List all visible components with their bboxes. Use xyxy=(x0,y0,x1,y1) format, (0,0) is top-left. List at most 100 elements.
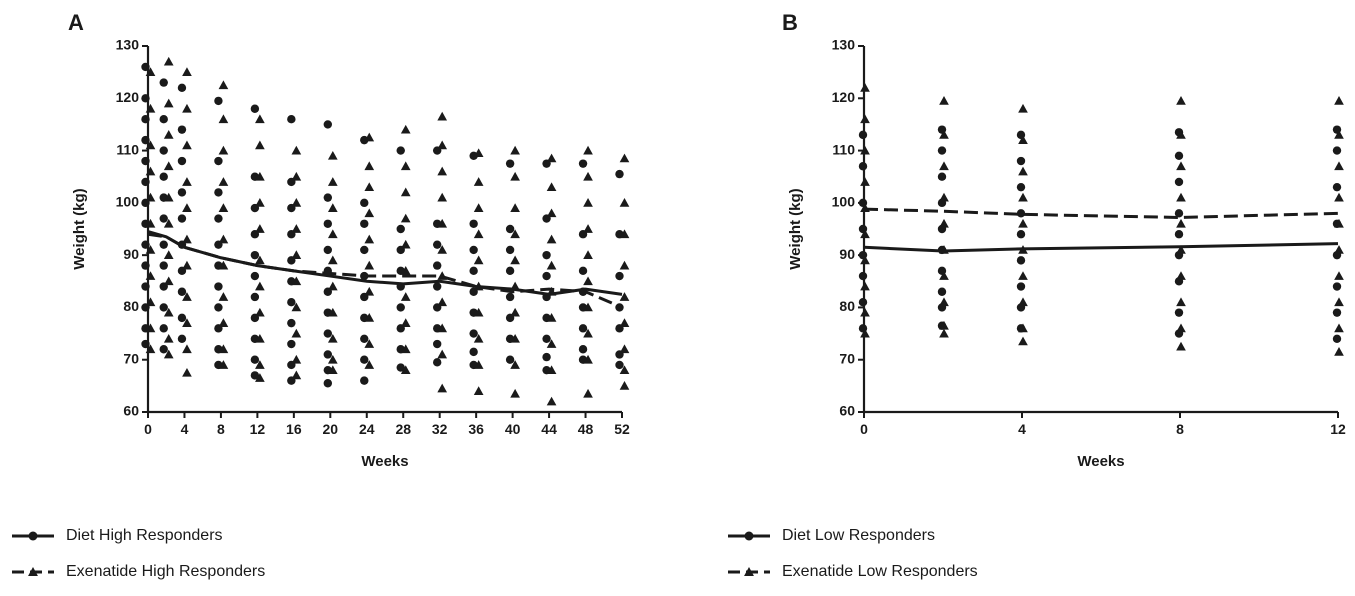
data-point-triangle xyxy=(400,213,411,223)
data-point-circle xyxy=(505,266,515,276)
data-point-circle xyxy=(177,125,187,134)
y-tick-label: 70 xyxy=(839,350,855,366)
data-point-triangle xyxy=(163,218,174,228)
data-point-triangle xyxy=(364,182,375,192)
y-tick-label: 100 xyxy=(116,194,140,210)
data-point-triangle xyxy=(939,218,949,228)
data-point-triangle xyxy=(364,132,375,142)
data-point-triangle xyxy=(437,297,448,307)
data-point-triangle xyxy=(255,198,265,207)
data-point-triangle xyxy=(145,140,156,150)
data-point-triangle xyxy=(163,250,174,260)
data-point-triangle xyxy=(473,177,484,186)
data-point-triangle xyxy=(1018,323,1028,333)
data-point-triangle xyxy=(145,192,156,202)
data-point-circle xyxy=(542,271,551,281)
data-point-circle xyxy=(578,345,588,354)
y-tick-label: 60 xyxy=(123,403,139,419)
data-point-triangle xyxy=(163,56,174,66)
data-point-triangle xyxy=(291,250,302,260)
data-point-circle xyxy=(159,303,168,312)
data-point-circle xyxy=(250,371,260,380)
data-point-triangle xyxy=(163,307,174,317)
data-point-triangle xyxy=(400,161,411,171)
data-point-triangle xyxy=(437,111,448,121)
data-point-circle xyxy=(159,240,168,249)
data-point-circle xyxy=(323,329,333,338)
data-point-triangle xyxy=(400,365,411,375)
data-point-circle xyxy=(250,355,260,364)
data-point-triangle xyxy=(583,224,593,233)
data-point-triangle xyxy=(1176,161,1186,171)
data-point-triangle xyxy=(510,360,520,369)
data-point-triangle xyxy=(473,203,484,212)
data-point-triangle xyxy=(364,234,375,244)
data-point-circle xyxy=(177,83,187,93)
data-point-triangle xyxy=(1176,192,1186,202)
data-point-triangle xyxy=(145,67,156,77)
data-point-triangle xyxy=(145,323,156,333)
data-point-circle xyxy=(396,146,405,155)
data-point-circle xyxy=(360,376,369,385)
data-point-circle xyxy=(937,172,947,181)
data-point-circle xyxy=(469,329,478,338)
data-point-circle xyxy=(469,245,478,255)
data-point-circle xyxy=(287,298,296,307)
data-point-circle xyxy=(432,282,442,291)
x-tick-label: 12 xyxy=(250,421,266,437)
data-point-triangle xyxy=(583,354,593,364)
data-point-triangle xyxy=(619,260,630,270)
y-tick-label: 120 xyxy=(116,89,140,105)
data-point-triangle xyxy=(400,124,411,134)
data-point-triangle xyxy=(437,323,448,333)
data-point-triangle xyxy=(327,307,338,317)
data-point-triangle xyxy=(182,367,192,377)
data-point-triangle xyxy=(860,114,870,124)
data-point-triangle xyxy=(182,234,192,244)
data-point-circle xyxy=(159,146,168,155)
x-tick-label: 52 xyxy=(614,421,630,437)
data-point-circle xyxy=(250,271,260,281)
data-point-circle xyxy=(214,156,223,166)
data-point-triangle xyxy=(255,255,265,265)
data-point-triangle xyxy=(939,271,949,280)
data-point-triangle xyxy=(364,260,375,270)
data-point-triangle xyxy=(619,344,630,354)
data-point-circle xyxy=(1174,209,1184,218)
data-point-triangle xyxy=(1018,192,1028,202)
data-point-circle xyxy=(1332,182,1342,192)
x-tick-label: 20 xyxy=(323,421,339,437)
data-point-triangle xyxy=(400,318,411,327)
legend-swatch-marker xyxy=(744,531,754,541)
data-point-circle xyxy=(858,271,868,281)
data-point-triangle xyxy=(400,265,411,275)
data-point-circle xyxy=(323,193,333,202)
y-tick-label: 120 xyxy=(832,89,856,105)
data-point-circle xyxy=(469,266,478,276)
data-point-triangle xyxy=(327,281,338,291)
data-point-triangle xyxy=(1176,245,1186,254)
data-point-triangle xyxy=(400,239,411,249)
data-point-triangle xyxy=(218,360,229,369)
data-point-triangle xyxy=(1176,96,1186,105)
data-point-circle xyxy=(141,261,150,270)
data-point-triangle xyxy=(400,187,411,197)
y-axis-title: Weight (kg) xyxy=(71,188,88,269)
data-point-triangle xyxy=(218,177,229,186)
mean-line-dashed xyxy=(863,207,1339,219)
data-point-circle xyxy=(615,360,624,370)
data-point-triangle xyxy=(327,150,338,160)
data-point-triangle xyxy=(163,130,174,139)
data-point-triangle xyxy=(163,333,174,343)
data-point-triangle xyxy=(619,292,630,301)
data-point-triangle xyxy=(473,255,484,265)
data-point-triangle xyxy=(327,203,338,212)
data-point-triangle xyxy=(327,229,338,239)
data-point-triangle xyxy=(218,260,229,270)
data-point-triangle xyxy=(327,354,338,364)
data-point-triangle xyxy=(145,271,156,280)
data-point-triangle xyxy=(546,234,557,244)
legend-panel-b: Diet Low Responders Exenatide Low Respond… xyxy=(728,527,978,580)
data-point-triangle xyxy=(327,177,338,186)
data-point-triangle xyxy=(939,297,949,307)
